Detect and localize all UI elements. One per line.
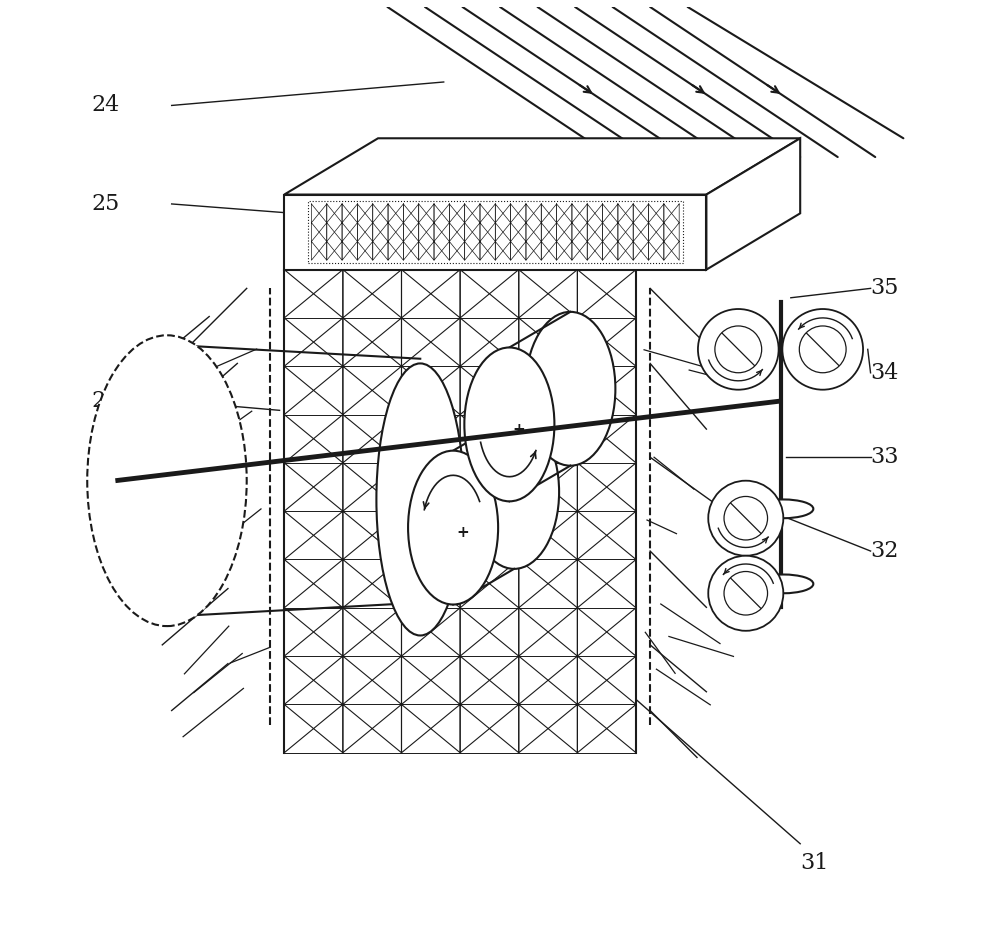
Circle shape [708, 556, 783, 631]
Text: +: + [456, 525, 469, 540]
Ellipse shape [408, 450, 498, 605]
Polygon shape [284, 194, 706, 269]
Ellipse shape [753, 574, 813, 593]
Ellipse shape [87, 335, 247, 626]
Polygon shape [706, 138, 800, 269]
Text: 31: 31 [800, 851, 829, 874]
Ellipse shape [469, 415, 559, 569]
Text: 26: 26 [92, 390, 120, 412]
Text: 25: 25 [92, 193, 120, 215]
Text: 24: 24 [92, 94, 120, 116]
Text: 34: 34 [871, 362, 899, 384]
Text: +: + [512, 422, 525, 437]
Circle shape [708, 481, 783, 556]
Text: 35: 35 [871, 277, 899, 299]
Bar [308, 201, 683, 263]
Ellipse shape [464, 347, 554, 502]
Text: 32: 32 [871, 540, 899, 562]
Ellipse shape [753, 500, 813, 518]
Circle shape [698, 309, 779, 389]
Ellipse shape [525, 312, 615, 466]
Text: 33: 33 [871, 446, 899, 468]
Circle shape [782, 309, 863, 389]
Bar [284, 269, 636, 753]
Ellipse shape [376, 364, 464, 636]
Polygon shape [284, 138, 800, 194]
